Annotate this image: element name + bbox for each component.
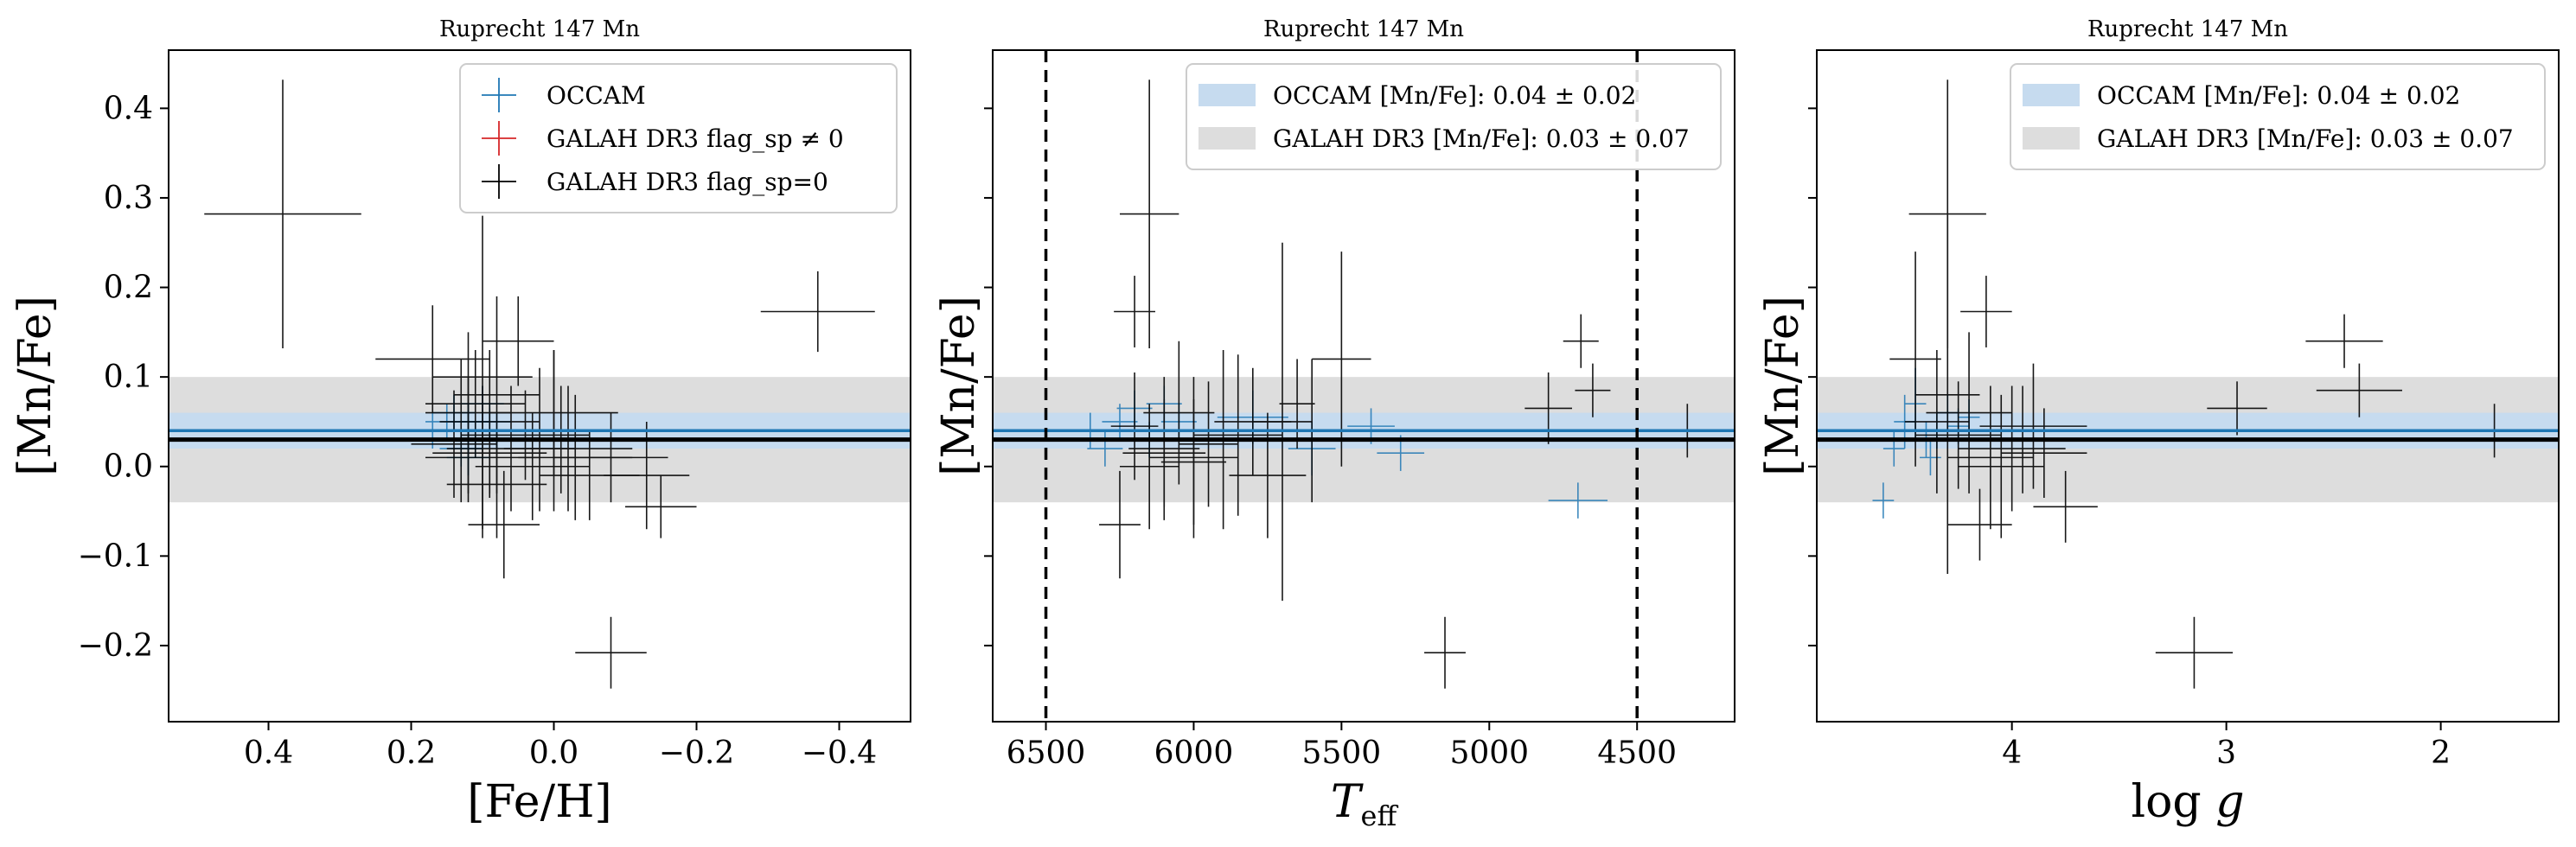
- panel-title: Ruprecht 147 Mn: [1263, 16, 1464, 42]
- y-axis-label: [Mn/Fe]: [1757, 296, 1809, 476]
- y-tick-label: −0.2: [78, 628, 153, 664]
- y-tick-label: 0.0: [104, 449, 153, 485]
- legend-label: OCCAM: [547, 81, 646, 110]
- x-tick-label: 5500: [1302, 736, 1382, 771]
- panel-2: Ruprecht 147 Mn 6500 6000 5500 5000 4500 Teff […: [933, 16, 1735, 832]
- y-tick-label: 0.4: [104, 91, 153, 126]
- x-tick-label: 0.0: [529, 736, 578, 771]
- x-tick-label: 4: [2002, 736, 2022, 771]
- legend-label: GALAH DR3 flag_sp ≠ 0: [547, 124, 844, 153]
- legend-swatch: [2023, 84, 2080, 106]
- legend-entry: OCCAM: [482, 78, 646, 112]
- x-tick-label: 0.2: [387, 736, 436, 771]
- legend-label: GALAH DR3 flag_sp=0: [547, 168, 828, 196]
- x-tick-label: −0.4: [802, 736, 877, 771]
- x-tick-label: 0.4: [244, 736, 293, 771]
- x-tick-label: 4500: [1597, 736, 1677, 771]
- x-tick-label: 6500: [1007, 736, 1086, 771]
- legend-label: OCCAM [Mn/Fe]: 0.04 ± 0.02: [2097, 81, 2460, 110]
- panel-title: Ruprecht 147 Mn: [439, 16, 640, 42]
- y-axis-label: [Mn/Fe]: [10, 296, 61, 476]
- legend-entry: GALAH DR3 flag_sp=0: [482, 164, 828, 199]
- legend-box: [459, 63, 898, 213]
- x-tick-label: 5000: [1449, 736, 1529, 771]
- legend-swatch: [1199, 84, 1256, 106]
- legend-label: GALAH DR3 [Mn/Fe]: 0.03 ± 0.07: [1273, 124, 1690, 153]
- axes-frame: [168, 49, 911, 723]
- x-tick-label: 2: [2431, 736, 2451, 771]
- x-axis-label: log g: [2131, 776, 2244, 828]
- legend-entry: GALAH DR3 flag_sp ≠ 0: [482, 121, 844, 156]
- axes-frame: [992, 49, 1735, 723]
- legend-label: GALAH DR3 [Mn/Fe]: 0.03 ± 0.07: [2097, 124, 2514, 153]
- plot-area: [1817, 80, 2559, 689]
- x-tick-label: −0.2: [659, 736, 734, 771]
- legend-entry: OCCAM [Mn/Fe]: 0.04 ± 0.02: [1199, 81, 1636, 110]
- panel-title: Ruprecht 147 Mn: [2087, 16, 2288, 42]
- legend-label: OCCAM [Mn/Fe]: 0.04 ± 0.02: [1273, 81, 1636, 110]
- axes-frame: [1816, 49, 2560, 723]
- x-axis-label: Teff: [1331, 776, 1399, 832]
- x-tick-label: 6000: [1154, 736, 1234, 771]
- y-tick-label: 0.3: [104, 181, 153, 216]
- y-axis-label: [Mn/Fe]: [933, 296, 985, 476]
- x-axis-label: [Fe/H]: [467, 776, 611, 828]
- legend: OCCAM [Mn/Fe]: 0.04 ± 0.02 GALAH DR3 [Mn/…: [2010, 63, 2546, 170]
- legend-entry: GALAH DR3 [Mn/Fe]: 0.03 ± 0.07: [1199, 124, 1690, 153]
- legend-entry: OCCAM [Mn/Fe]: 0.04 ± 0.02: [2023, 81, 2460, 110]
- x-tick-label: 3: [2216, 736, 2236, 771]
- panel-3: Ruprecht 147 Mn 4 3 2 log g [Mn/Fe] OCCAM [Mn/…: [1757, 16, 2560, 828]
- y-tick-label: −0.1: [78, 538, 153, 574]
- series-galah: [1099, 80, 1709, 689]
- legend-swatch: [1199, 127, 1256, 150]
- legend-box: [2010, 63, 2546, 170]
- legend: OCCAM GALAH DR3 flag_sp ≠ 0 GALAH DR3 flag…: [459, 63, 898, 213]
- panel-1: Ruprecht 147 Mn 0.4 0.2 0.0 −0.2 −0.4 −0.2 −0.1…: [10, 16, 911, 828]
- y-tick-label: 0.2: [104, 271, 153, 306]
- plot-area: [169, 80, 911, 689]
- y-tick-label: 0.1: [104, 360, 153, 395]
- legend: OCCAM [Mn/Fe]: 0.04 ± 0.02 GALAH DR3 [Mn/…: [1186, 63, 1722, 170]
- legend-box: [1186, 63, 1722, 170]
- plot-area: [993, 50, 1735, 722]
- legend-swatch: [2023, 127, 2080, 150]
- legend-entry: GALAH DR3 [Mn/Fe]: 0.03 ± 0.07: [2023, 124, 2514, 153]
